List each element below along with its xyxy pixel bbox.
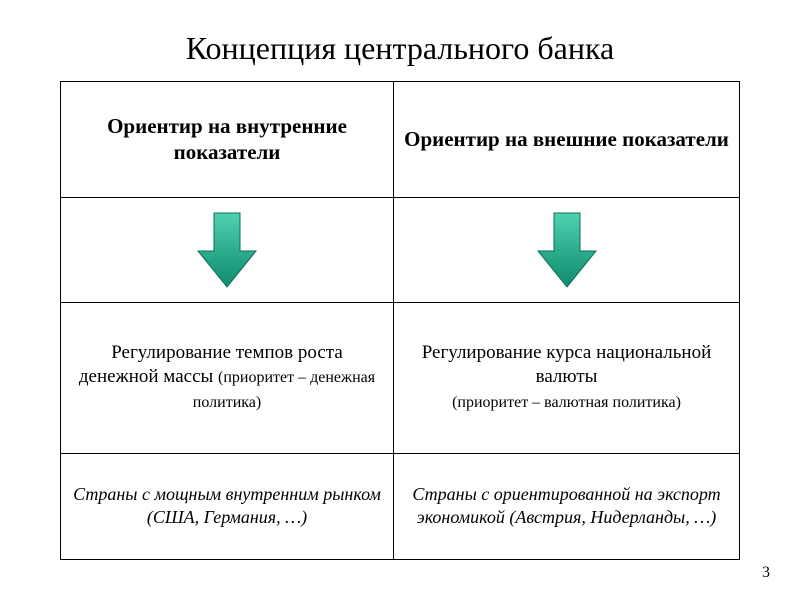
slide-container: Концепция центрального банка Ориентир на… (0, 0, 800, 600)
arrow-cell-right (394, 197, 740, 302)
countries-right: Страны с ориентированной на экспорт экон… (394, 453, 740, 559)
body-right-sub: (приоритет – валютная политика) (452, 394, 681, 411)
down-arrow-icon (536, 211, 598, 289)
header-row: Ориентир на внутренние показатели Ориент… (61, 82, 740, 198)
down-arrow-icon (196, 211, 258, 289)
arrow-row (61, 197, 740, 302)
body-left-sub: (приоритет – денежная политика) (193, 369, 375, 411)
body-right: Регулирование курса национальной валюты … (394, 302, 740, 453)
body-right-main: Регулирование курса национальной валюты (422, 342, 712, 388)
header-left: Ориентир на внутренние показатели (61, 82, 394, 198)
slide-title: Концепция центрального банка (60, 30, 740, 67)
arrow-cell-left (61, 197, 394, 302)
page-number: 3 (762, 564, 770, 582)
body-left: Регулирование темпов роста денежной масс… (61, 302, 394, 453)
header-right: Ориентир на внешние показатели (394, 82, 740, 198)
body-row: Регулирование темпов роста денежной масс… (61, 302, 740, 453)
countries-row: Страны с мощным внутренним рынком (США, … (61, 453, 740, 559)
concept-table: Ориентир на внутренние показатели Ориент… (60, 81, 740, 560)
countries-left: Страны с мощным внутренним рынком (США, … (61, 453, 394, 559)
